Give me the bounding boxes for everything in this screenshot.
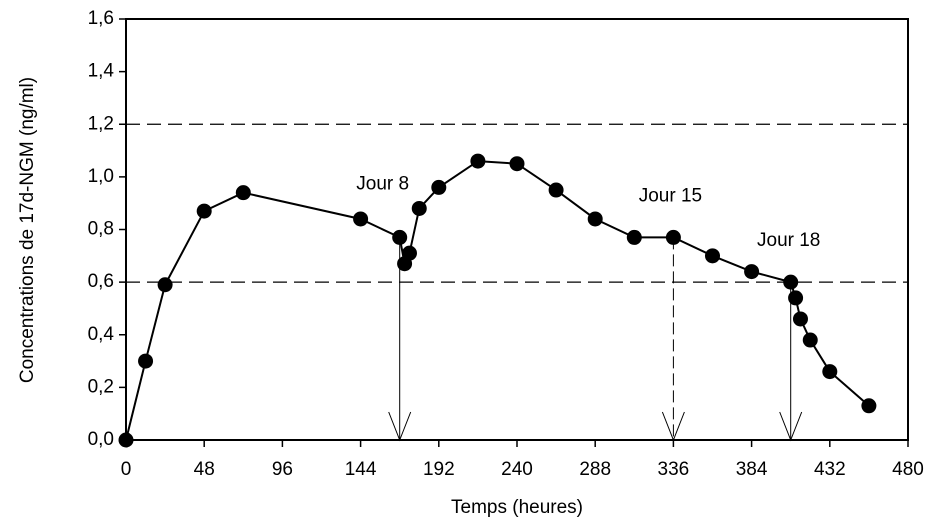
x-tick-label: 384: [736, 459, 768, 480]
data-point: [705, 248, 720, 264]
annotation-label: Jour 15: [639, 185, 702, 206]
data-point: [548, 182, 564, 198]
data-point: [138, 353, 154, 369]
data-point: [665, 229, 681, 245]
data-point: [788, 290, 804, 306]
data-point: [411, 200, 427, 216]
data-point: [587, 211, 603, 227]
data-point: [802, 332, 818, 348]
y-tick-label: 0,2: [88, 376, 114, 397]
x-tick-label: 480: [892, 459, 924, 480]
data-point: [196, 203, 212, 219]
data-point: [744, 264, 760, 280]
data-line: [125, 160, 870, 441]
arrow-head: [661, 411, 685, 442]
annotation-label: Jour 8: [356, 173, 409, 194]
data-point: [353, 211, 369, 227]
x-tick-label: 96: [272, 459, 293, 480]
y-tick-label: 0,6: [88, 271, 114, 292]
x-tick-label: 144: [345, 459, 377, 480]
annotation-label: Jour 18: [757, 230, 820, 251]
data-point: [401, 245, 417, 261]
data-point: [235, 185, 251, 201]
data-point: [822, 364, 838, 380]
arrow-head: [779, 411, 803, 442]
x-tick-label: 0: [121, 459, 132, 480]
y-tick-label: 1,2: [88, 113, 114, 134]
data-point: [118, 432, 134, 448]
y-axis-title: Concentrations de 17d-NGM (ng/ml): [17, 77, 38, 383]
arrow-head: [388, 411, 412, 442]
data-point: [509, 156, 525, 172]
data-point: [783, 274, 799, 290]
x-tick-label: 48: [194, 459, 215, 480]
y-tick-label: 1,0: [88, 166, 114, 187]
y-tick-label: 0,0: [88, 429, 114, 450]
y-tick-label: 0,8: [88, 219, 114, 240]
x-tick-label: 192: [423, 459, 455, 480]
data-point: [861, 398, 877, 414]
x-axis-title: Temps (heures): [451, 497, 583, 518]
data-point: [431, 179, 447, 195]
x-tick-label: 336: [658, 459, 690, 480]
y-tick-label: 1,4: [88, 61, 115, 82]
data-point: [792, 311, 808, 327]
data-point: [157, 277, 173, 293]
x-tick-label: 432: [814, 459, 846, 480]
data-point: [392, 229, 408, 245]
data-point: [470, 153, 486, 169]
y-tick-label: 0,4: [88, 324, 115, 345]
x-tick-label: 240: [501, 459, 533, 480]
y-tick-label: 1,6: [88, 8, 114, 29]
data-point: [626, 229, 642, 245]
x-tick-label: 288: [579, 459, 611, 480]
